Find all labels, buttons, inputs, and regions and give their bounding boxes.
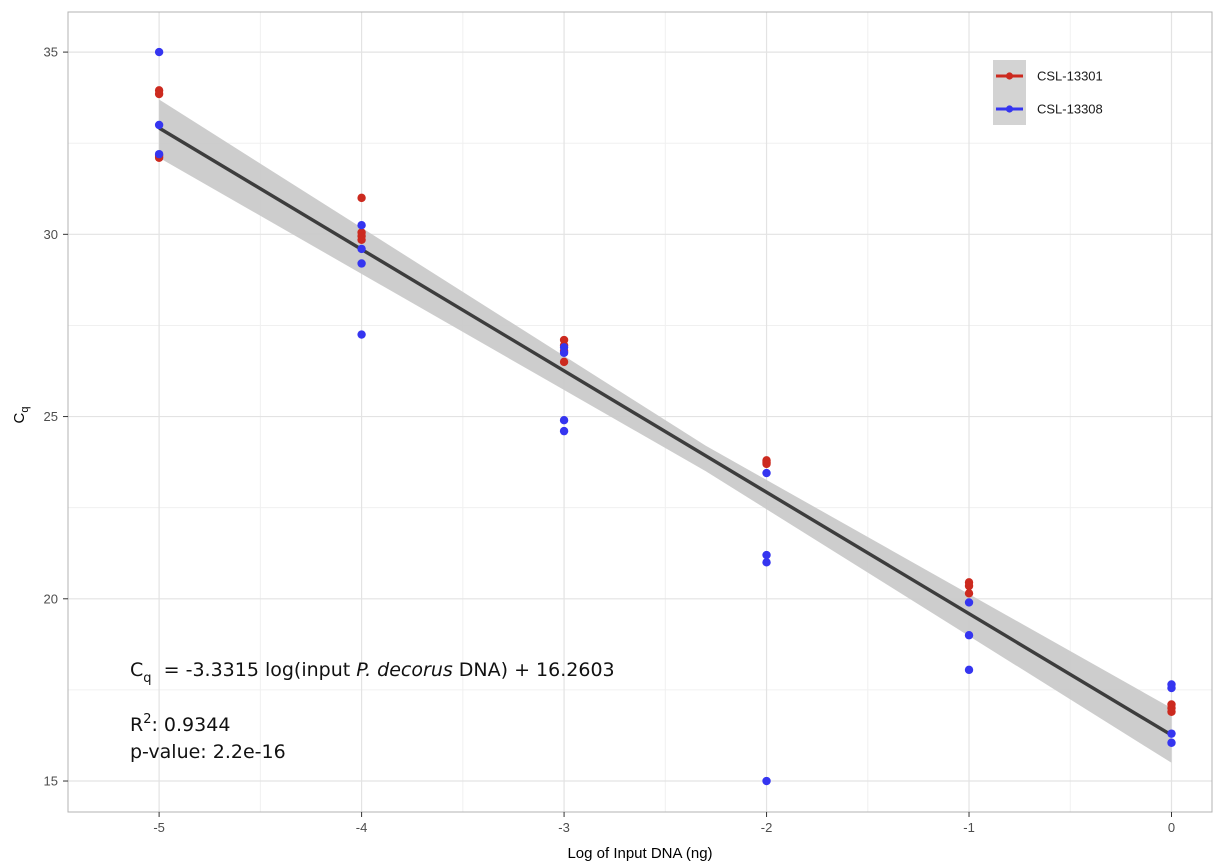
data-point-csl-13308 (762, 776, 771, 786)
regression-equation: Cq = -3.3315 log(input P. decorus DNA) +… (130, 659, 615, 686)
equation-species: P. decorus (356, 659, 453, 681)
x-tick-label: -2 (761, 820, 773, 835)
equation-c: C (130, 659, 143, 681)
x-tick-label: -5 (153, 820, 165, 835)
r-squared-label: R2: 0.9344 (130, 712, 230, 736)
r-squared-r: R (130, 714, 143, 736)
y-tick-label: 15 (44, 774, 58, 789)
data-point-csl-13308 (559, 348, 569, 357)
r-squared-value: : 0.9344 (151, 714, 230, 736)
data-point-csl-13308 (762, 468, 771, 478)
y-tick-label: 35 (44, 45, 58, 60)
legend-label-csl-13308: CSL-13308 (1037, 102, 1103, 117)
data-point-csl-13308 (154, 120, 164, 130)
legend: CSL-13301 CSL-13308 (993, 60, 1103, 125)
legend-key-point-csl-13301 (1005, 72, 1014, 80)
data-point-csl-13308 (154, 47, 164, 57)
data-point-csl-13308 (357, 244, 366, 254)
data-point-csl-13308 (1167, 738, 1176, 747)
equation-subscript-q: q (143, 671, 151, 686)
data-point-csl-13308 (762, 550, 771, 560)
equation-end: DNA) + 16.2603 (453, 659, 615, 681)
data-point-csl-13308 (154, 149, 164, 159)
y-axis-title-main: C (11, 412, 28, 423)
plot-panel-border (67, 11, 1213, 813)
data-point-csl-13301 (964, 581, 974, 591)
data-point-csl-13301 (357, 235, 366, 244)
data-point-csl-13301 (964, 589, 974, 598)
p-value-label: p-value: 2.2e-16 (130, 741, 286, 763)
legend-key-background (993, 60, 1026, 125)
y-tick-label: 25 (44, 409, 58, 424)
data-point-csl-13308 (559, 426, 569, 436)
data-point-csl-13301 (154, 89, 164, 99)
data-point-csl-13308 (357, 330, 366, 339)
legend-key-point-csl-13308 (1005, 105, 1014, 113)
grid (68, 12, 1212, 812)
axes: -5 -4 -3 -2 -1 0 15 20 25 30 35 (44, 45, 1176, 835)
x-tick-label: -4 (356, 820, 368, 835)
y-tick-label: 30 (44, 227, 58, 242)
x-tick-label: 0 (1168, 820, 1175, 835)
data-point-csl-13301 (559, 357, 569, 367)
data-point-csl-13308 (964, 665, 974, 675)
x-tick-label: -3 (558, 820, 570, 835)
data-points (154, 47, 1176, 786)
data-point-csl-13301 (1167, 707, 1176, 716)
data-point-csl-13308 (1167, 729, 1176, 738)
r-squared-sup: 2 (143, 712, 151, 727)
data-point-csl-13301 (357, 193, 366, 203)
data-point-csl-13308 (762, 558, 771, 567)
y-tick-label: 20 (44, 591, 58, 606)
legend-label-csl-13301: CSL-13301 (1037, 69, 1103, 84)
equation-middle: = -3.3315 log(input (152, 659, 357, 681)
y-axis-title-sub: q (19, 407, 31, 413)
data-point-csl-13301 (762, 459, 771, 469)
data-point-csl-13308 (559, 416, 569, 425)
data-point-csl-13308 (357, 259, 366, 268)
regression-line-group (158, 126, 1173, 737)
data-point-csl-13308 (1167, 683, 1176, 693)
x-axis-title: Log of Input DNA (ng) (567, 845, 712, 862)
data-point-csl-13308 (357, 221, 366, 230)
x-tick-label: -1 (963, 820, 975, 835)
y-axis-title: Cq (11, 407, 31, 424)
regression-line (158, 126, 1173, 737)
data-point-csl-13308 (964, 598, 974, 607)
data-point-csl-13308 (964, 631, 974, 640)
